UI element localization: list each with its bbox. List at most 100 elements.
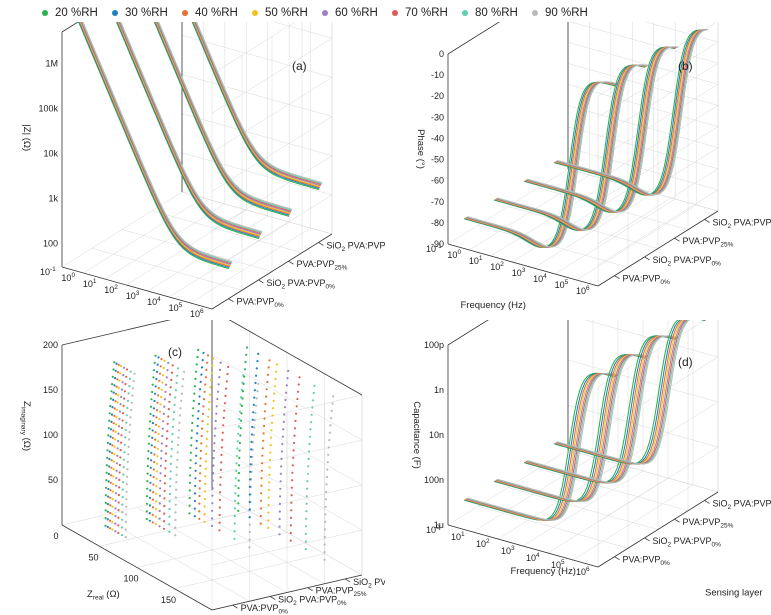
x-tick-label: 100: [447, 249, 461, 260]
data-point: [199, 472, 202, 475]
data-point: [216, 390, 220, 393]
data-point: [117, 425, 121, 428]
data-point: [171, 364, 174, 367]
data-point: [233, 522, 236, 525]
data-point: [165, 383, 168, 386]
legend-item: 30 %RH: [112, 6, 168, 20]
data-point: [113, 407, 116, 410]
x-tick-label: 104: [526, 552, 540, 563]
data-point: [121, 526, 124, 529]
legend-item: 70 %RH: [392, 6, 448, 20]
data-point: [111, 498, 114, 501]
data-point: [201, 420, 204, 423]
data-point: [298, 376, 301, 379]
y-tick-label: 0: [439, 49, 444, 59]
depth-tick-label: SiO2 PVA:PVP0%: [653, 536, 722, 549]
legend-item: 50 %RH: [252, 6, 308, 20]
data-point: [163, 504, 166, 508]
data-point: [114, 400, 117, 403]
series-line: [497, 64, 649, 231]
data-point: [159, 479, 162, 482]
y-tick-label: -40: [431, 133, 444, 143]
data-point: [171, 425, 175, 428]
series-line: [464, 372, 616, 521]
data-point: [114, 430, 117, 433]
data-point: [125, 490, 128, 493]
series-line: [195, 22, 323, 184]
data-point: [290, 494, 293, 497]
data-point: [305, 502, 308, 505]
data-point: [120, 441, 123, 444]
data-point: [259, 522, 262, 525]
data-point: [117, 439, 120, 443]
data-point: [174, 503, 177, 506]
data-point: [283, 406, 286, 409]
data-point: [115, 477, 118, 480]
panel-label: (c): [168, 345, 182, 359]
data-point: [113, 361, 116, 364]
data-point: [280, 450, 283, 453]
x-tick-label: 104: [533, 273, 547, 284]
data-point: [223, 402, 226, 405]
data-point: [119, 456, 122, 459]
data-point: [249, 470, 252, 473]
data-point: [251, 418, 254, 421]
data-point: [148, 519, 151, 522]
data-point: [296, 397, 299, 401]
data-point: [106, 518, 109, 521]
data-point: [151, 436, 154, 439]
data-point: [329, 424, 332, 427]
data-point: [121, 518, 124, 521]
y-tick-label: 1k: [48, 193, 58, 203]
data-point: [106, 503, 110, 506]
data-point: [154, 392, 157, 395]
data-point: [127, 438, 131, 441]
data-point: [278, 510, 281, 513]
data-point: [199, 449, 202, 452]
data-point: [168, 500, 171, 503]
data-point: [104, 509, 107, 512]
data-point: [270, 421, 274, 424]
data-point: [146, 487, 149, 490]
data-point: [248, 508, 251, 511]
y-tick-label: 200: [43, 340, 58, 350]
data-point: [174, 511, 177, 514]
data-point: [113, 445, 116, 448]
panel-c-chart: 05010015020050100150200Zreal (Ω)Zimagina…: [20, 320, 385, 615]
series-line: [115, 22, 260, 240]
data-point: [171, 440, 174, 443]
data-point: [108, 527, 112, 530]
data-point: [252, 441, 255, 444]
data-point: [109, 443, 112, 446]
data-point: [107, 472, 110, 476]
data-point: [248, 523, 251, 526]
data-point: [121, 419, 124, 422]
data-point: [193, 515, 196, 518]
data-point: [118, 417, 121, 420]
data-point: [193, 492, 197, 495]
data-point: [253, 419, 256, 422]
data-point: [115, 469, 118, 472]
data-point: [272, 399, 275, 402]
data-point: [105, 471, 108, 474]
data-point: [113, 377, 117, 380]
depth-tick-label: SiO2 PVA:PVP25%: [353, 577, 385, 590]
data-point: [259, 514, 262, 518]
data-point: [310, 421, 313, 424]
data-point: [155, 409, 159, 412]
data-point: [237, 509, 240, 512]
depth-tick-label: PVA:PVP0%: [623, 555, 670, 568]
data-point: [114, 438, 117, 441]
data-point: [269, 451, 272, 454]
data-point: [188, 489, 191, 492]
data-point: [123, 443, 126, 446]
data-point: [234, 484, 237, 487]
data-point: [253, 389, 256, 392]
data-point: [284, 398, 287, 401]
data-point: [198, 494, 201, 498]
data-point: [107, 434, 110, 437]
data-point: [114, 369, 117, 372]
data-point: [271, 407, 275, 410]
data-point: [218, 368, 222, 371]
data-point: [292, 449, 295, 452]
